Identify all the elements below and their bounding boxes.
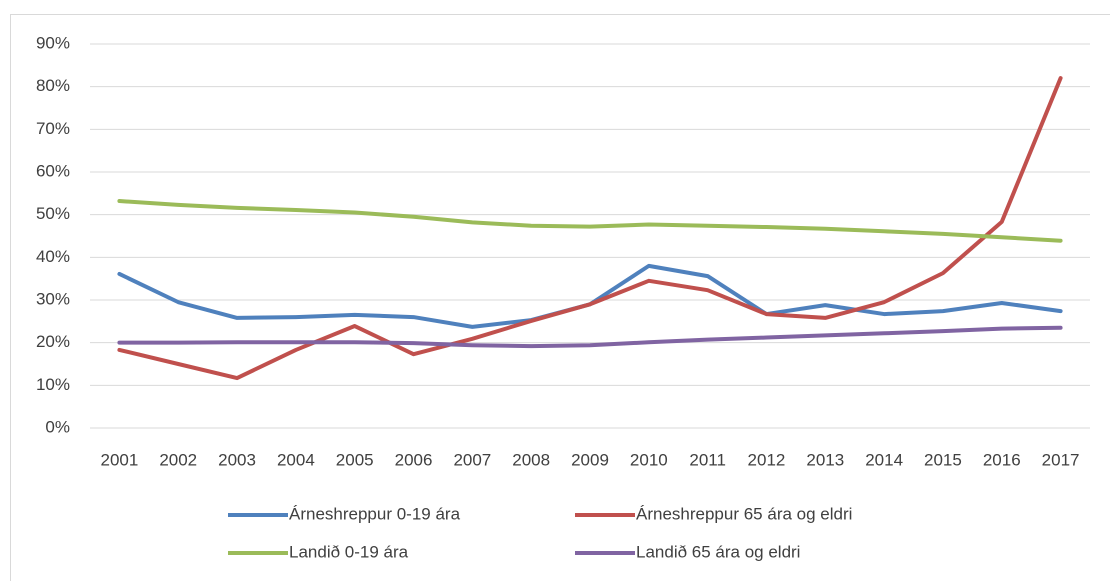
y-tick-label: 20%	[36, 332, 70, 351]
x-tick-label: 2005	[336, 450, 374, 469]
y-tick-label: 50%	[36, 204, 70, 223]
y-tick-label: 30%	[36, 289, 70, 308]
y-tick-label: 70%	[36, 119, 70, 138]
x-tick-label: 2014	[865, 450, 903, 469]
y-tick-label: 80%	[36, 76, 70, 95]
chart-frame	[10, 14, 1110, 581]
x-tick-label: 2001	[100, 450, 138, 469]
x-tick-label: 2017	[1042, 450, 1080, 469]
legend-label: Landið 0-19 ára	[289, 542, 409, 561]
x-tick-label: 2013	[806, 450, 844, 469]
legend-label: Landið 65 ára og eldri	[636, 542, 800, 561]
y-tick-label: 40%	[36, 247, 70, 266]
x-tick-label: 2007	[453, 450, 491, 469]
x-tick-label: 2003	[218, 450, 256, 469]
x-tick-label: 2004	[277, 450, 315, 469]
x-tick-label: 2012	[748, 450, 786, 469]
x-tick-label: 2010	[630, 450, 668, 469]
x-tick-label: 2015	[924, 450, 962, 469]
y-tick-label: 0%	[45, 417, 70, 436]
x-tick-label: 2006	[395, 450, 433, 469]
x-tick-label: 2008	[512, 450, 550, 469]
y-tick-label: 90%	[36, 33, 70, 52]
data-line	[117, 199, 1063, 243]
x-tick-label: 2002	[159, 450, 197, 469]
legend-label: Árneshreppur 0-19 ára	[289, 504, 461, 523]
x-tick-label: 2011	[689, 450, 726, 469]
x-tick-label: 2009	[571, 450, 609, 469]
x-tick-label: 2016	[983, 450, 1021, 469]
y-tick-label: 60%	[36, 161, 70, 180]
y-tick-label: 10%	[36, 375, 70, 394]
data-line	[117, 76, 1063, 381]
legend-label: Árneshreppur 65 ára og eldri	[636, 504, 852, 523]
data-line	[117, 325, 1063, 349]
